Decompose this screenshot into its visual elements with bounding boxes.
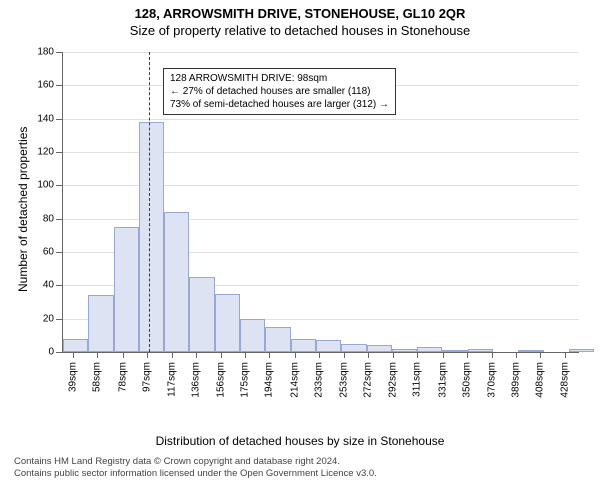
xtick-mark [319,352,320,358]
ytick-label: 180 [14,47,54,58]
xtick-mark [368,352,369,358]
histogram-bar [392,349,417,352]
xtick-mark [269,352,270,358]
xtick-label: 233sqm [313,362,324,398]
annotation-line1: 128 ARROWSMITH DRIVE: 98sqm [170,72,389,85]
xtick-label: 408sqm [535,362,546,398]
xtick-label: 428sqm [560,362,571,398]
xtick-label: 78sqm [117,362,128,392]
xtick-label: 117sqm [167,362,178,397]
xtick-label: 156sqm [216,362,227,398]
histogram-bar [139,122,164,352]
xtick-label: 97sqm [141,362,152,392]
xtick-label: 389sqm [511,362,522,398]
chart-title-line2: Size of property relative to detached ho… [0,21,600,42]
annotation-box: 128 ARROWSMITH DRIVE: 98sqm ← 27% of det… [163,68,396,115]
ytick-label: 0 [14,347,54,358]
xtick-mark [417,352,418,358]
ytick-label: 40 [14,280,54,291]
xtick-label: 350sqm [461,362,472,398]
histogram-bar [417,347,442,352]
histogram-bar [367,345,392,352]
histogram-bar [468,349,493,352]
histogram-bar [569,349,594,352]
annotation-line3: 73% of semi-detached houses are larger (… [170,98,389,111]
xtick-mark [467,352,468,358]
xtick-mark [344,352,345,358]
xtick-mark [393,352,394,358]
xtick-mark [540,352,541,358]
ytick-label: 140 [14,113,54,124]
xtick-label: 331sqm [437,362,448,398]
footer-line1: Contains HM Land Registry data © Crown c… [14,456,586,468]
xtick-mark [147,352,148,358]
xtick-label: 194sqm [264,362,275,398]
xtick-mark [97,352,98,358]
xtick-mark [443,352,444,358]
annotation-line2: ← 27% of detached houses are smaller (11… [170,85,389,98]
xtick-label: 370sqm [487,362,498,398]
chart-title-line1: 128, ARROWSMITH DRIVE, STONEHOUSE, GL10 … [0,0,600,21]
plot-area: 128 ARROWSMITH DRIVE: 98sqm ← 27% of det… [62,52,579,353]
histogram-bar [189,277,214,352]
xtick-label: 58sqm [92,362,103,392]
footer: Contains HM Land Registry data © Crown c… [0,448,600,481]
xtick-mark [516,352,517,358]
xtick-label: 214sqm [289,362,300,398]
histogram-bar [88,295,113,352]
histogram-bar [341,344,366,352]
histogram-bar [114,227,139,352]
xtick-mark [172,352,173,358]
xtick-mark [295,352,296,358]
histogram-bar [442,350,467,352]
xtick-label: 175sqm [240,362,251,398]
xtick-mark [221,352,222,358]
histogram-bar [265,327,290,352]
histogram-bar [240,319,265,352]
xtick-label: 136sqm [191,362,202,398]
xtick-mark [123,352,124,358]
ytick-label: 160 [14,80,54,91]
ytick-label: 60 [14,247,54,258]
histogram-bar [164,212,189,352]
xtick-mark [196,352,197,358]
xtick-label: 292sqm [388,362,399,398]
histogram-bar [291,339,316,352]
ytick-label: 80 [14,213,54,224]
footer-line2: Contains public sector information licen… [14,468,586,480]
ytick-label: 20 [14,313,54,324]
xtick-mark [492,352,493,358]
gridline [63,119,579,120]
xtick-label: 272sqm [363,362,374,398]
ytick-label: 120 [14,147,54,158]
histogram-bar [63,339,88,352]
reference-line [149,52,150,352]
gridline [63,52,579,53]
histogram-bar [316,340,341,352]
xtick-mark [73,352,74,358]
xtick-label: 311sqm [412,362,423,397]
chart-container: Number of detached properties 0204060801… [0,42,600,432]
xtick-mark [245,352,246,358]
x-axis-label: Distribution of detached houses by size … [0,432,600,448]
xtick-mark [565,352,566,358]
histogram-bar [215,294,240,352]
xtick-label: 253sqm [339,362,350,398]
ytick-label: 100 [14,180,54,191]
xtick-label: 39sqm [68,362,79,392]
